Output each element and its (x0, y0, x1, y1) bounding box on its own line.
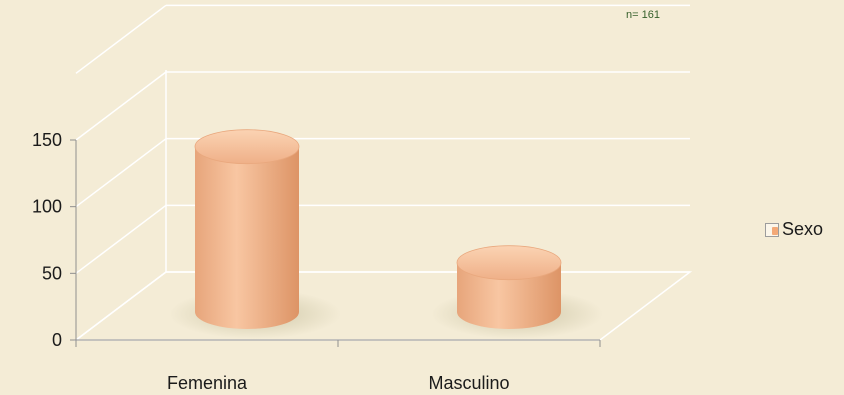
gridline-side (75, 138, 167, 208)
bar-cylinder-top (194, 129, 300, 165)
legend-label: Sexo (782, 219, 824, 239)
bar-cylinder (195, 146, 299, 329)
bar-cylinder-top (456, 245, 562, 281)
y-tick-label: 150 (32, 130, 62, 150)
y-tick-label: 100 (32, 197, 62, 217)
legend: Sexo (765, 219, 823, 240)
gridline-side (75, 71, 167, 141)
gridline-side (75, 204, 167, 274)
gridline-side (75, 4, 167, 74)
y-tick-label: 50 (42, 263, 62, 283)
bar-cylinder (457, 262, 561, 329)
gridline-side (75, 271, 167, 341)
y-tick-label: 0 (52, 330, 62, 350)
x-category-label: Femenina (167, 373, 248, 393)
legend-swatch (765, 222, 779, 237)
x-category-label: Masculino (428, 373, 509, 393)
sample-size-annotation: n= 161 (626, 9, 660, 21)
